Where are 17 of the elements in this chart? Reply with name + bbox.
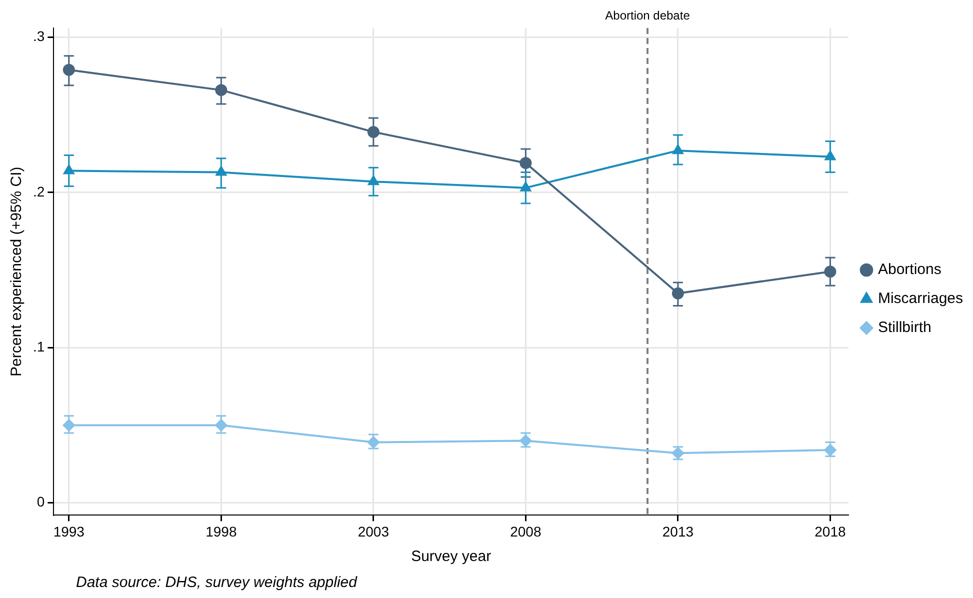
legend-label: Stillbirth [878, 319, 932, 336]
ref-line-label: Abortion debate [605, 8, 690, 22]
x-tick-label: 1998 [206, 523, 237, 540]
x-tick-label: 2018 [814, 523, 846, 540]
y-tick-label: .1 [32, 338, 45, 354]
x-tick-label: 1993 [53, 523, 85, 540]
legend-label: Abortions [878, 261, 942, 278]
x-tick-label: 2008 [510, 523, 542, 540]
x-tick-label: 2013 [662, 523, 694, 540]
source-note: Data source: DHS, survey weights applied [76, 574, 357, 591]
legend-label: Miscarriages [878, 290, 964, 308]
x-tick-label: 2003 [358, 523, 390, 540]
y-tick-label: .2 [32, 183, 45, 200]
x-axis-title: Survey year [411, 548, 492, 566]
y-axis-title: Percent experienced (+95% CI) [8, 166, 26, 376]
y-tick-label: 0 [36, 494, 45, 510]
y-tick-label: .3 [32, 28, 45, 44]
